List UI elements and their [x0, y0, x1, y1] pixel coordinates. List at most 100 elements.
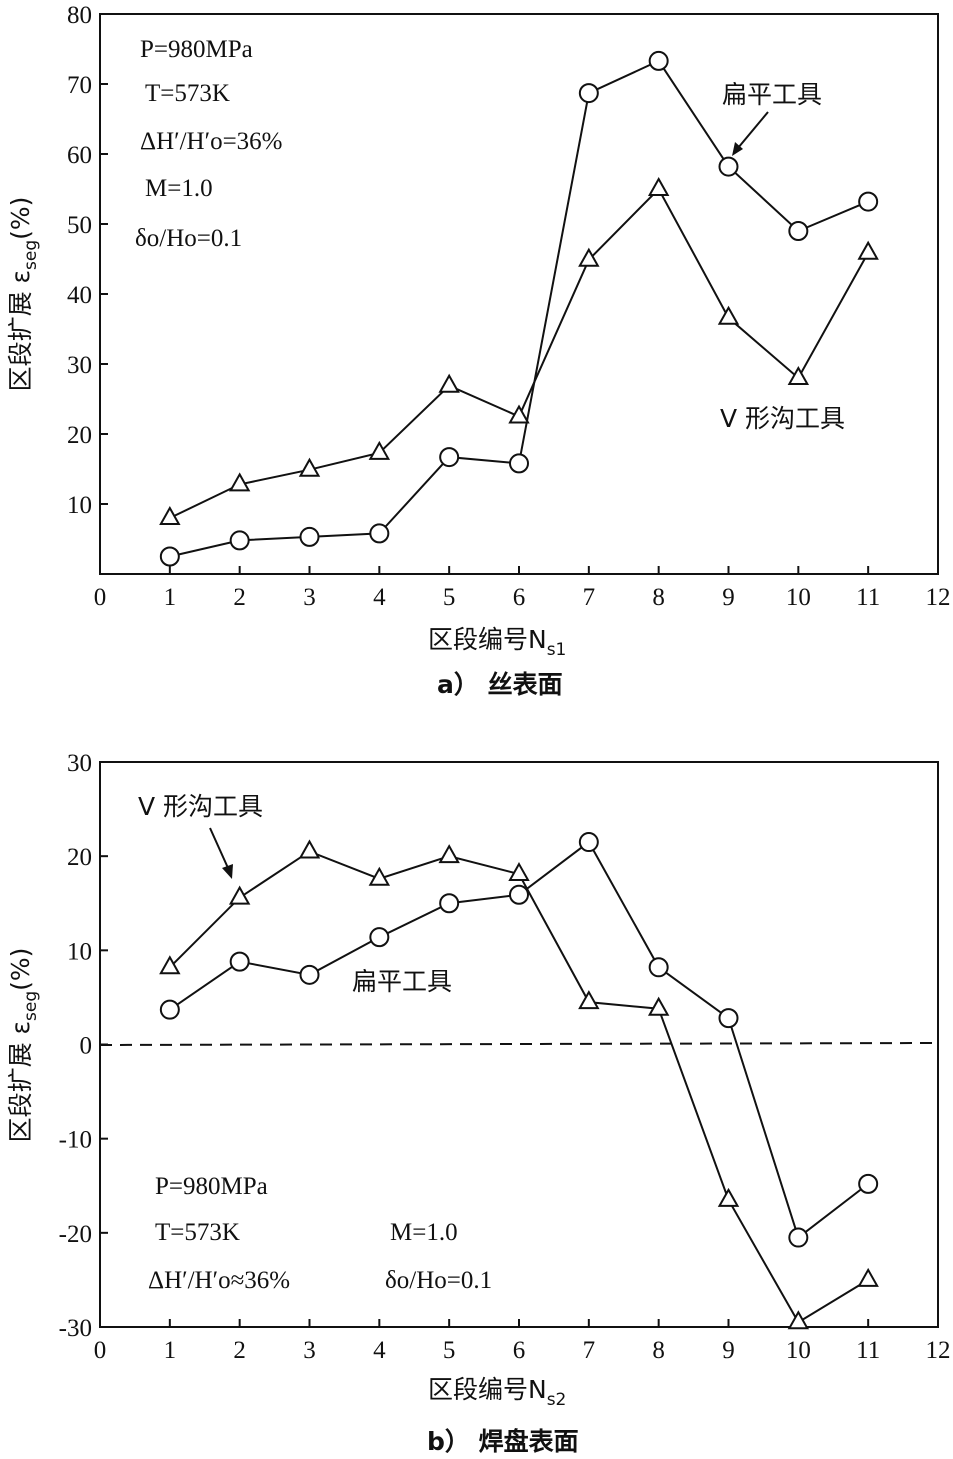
x-tick-label: 9 — [722, 584, 735, 611]
y-tick-label: 60 — [67, 142, 92, 169]
arrow-head-icon — [732, 142, 743, 156]
circle-marker — [509, 884, 529, 905]
x-tick-label: 10 — [786, 1337, 811, 1364]
x-tick-label: 5 — [443, 1337, 456, 1364]
triangle-marker — [578, 247, 600, 267]
x-tick-label: 8 — [652, 584, 665, 611]
chart-b-x-axis-label: 区段编号Ns2 — [428, 1375, 566, 1410]
x-tick-label: 6 — [513, 1337, 526, 1364]
circle-marker — [718, 156, 739, 177]
triangle-marker — [298, 457, 321, 477]
chart-b-annotations: P=980MPa T=573K ΔH′/H′o≈36% M=1.0 δo/Ho=… — [148, 1173, 492, 1294]
x-tick-label: 9 — [722, 1337, 735, 1364]
chart-b-y-axis: -30 -20 -10 0 10 20 30 — [59, 750, 108, 1342]
chart-a-series — [159, 50, 879, 567]
arrow-head-icon — [222, 864, 233, 879]
triangle-marker — [787, 365, 810, 385]
x-tick-label: 0 — [94, 584, 107, 611]
chart-a-annotation: P=980MPa — [140, 36, 253, 63]
triangle-marker — [438, 844, 460, 864]
triangle-marker — [368, 440, 391, 460]
x-tick-label: 0 — [94, 1337, 107, 1364]
circle-marker — [648, 50, 669, 71]
chart-a-annotation: δo/Ho=0.1 — [135, 225, 242, 252]
chart-a-annotation: M=1.0 — [145, 175, 213, 202]
y-tick-label: 50 — [67, 212, 92, 239]
y-tick-label: 20 — [67, 844, 92, 871]
circle-marker — [788, 1227, 809, 1248]
triangle-marker — [647, 996, 670, 1016]
x-tick-label: 11 — [856, 584, 880, 611]
circle-marker — [439, 893, 460, 914]
triangle-marker — [578, 990, 600, 1010]
chart-a-x-axis: 0 1 2 3 4 5 6 7 8 9 10 11 12 — [94, 566, 951, 611]
circle-marker — [229, 530, 250, 551]
triangle-marker — [787, 1310, 810, 1330]
chart-b-x-axis: 0 1 2 3 4 5 6 7 8 9 10 11 12 — [94, 1319, 951, 1364]
x-tick-label: 8 — [652, 1337, 665, 1364]
y-tick-label: 20 — [67, 422, 92, 449]
circle-marker — [509, 453, 529, 474]
circle-marker — [858, 191, 879, 212]
circle-marker — [369, 523, 390, 544]
triangle-marker — [438, 373, 460, 393]
y-tick-label: -30 — [59, 1315, 92, 1342]
y-tick-label: 10 — [67, 938, 92, 965]
circle-marker — [858, 1173, 879, 1194]
chart-b-series-label-flat: 扁平工具 — [352, 967, 452, 996]
y-tick-label: 30 — [67, 750, 92, 777]
chart-a-series-label-flat: 扁平工具 — [722, 80, 822, 109]
circle-marker — [788, 221, 809, 241]
series-line-v-groove-tool — [169, 850, 869, 1324]
triangle-marker — [159, 505, 181, 525]
triangle-marker — [857, 1267, 879, 1287]
chart-a-x-axis-label: 区段编号Ns1 — [428, 625, 566, 660]
x-tick-label: 4 — [373, 584, 386, 611]
y-tick-label: 40 — [67, 282, 92, 309]
y-tick-label: -10 — [59, 1127, 92, 1154]
x-tick-label: 3 — [303, 1337, 316, 1364]
x-tick-label: 12 — [926, 1337, 951, 1364]
triangle-marker — [368, 866, 391, 886]
circle-marker — [369, 927, 390, 948]
chart-b-annotation: P=980MPa — [155, 1173, 268, 1200]
x-tick-label: 5 — [443, 584, 456, 611]
triangle-marker — [228, 472, 251, 492]
triangle-marker — [228, 885, 251, 905]
circle-marker — [299, 964, 320, 985]
circle-marker — [159, 999, 180, 1020]
circle-marker — [229, 951, 250, 972]
x-tick-label: 7 — [583, 1337, 596, 1364]
triangle-marker — [717, 1187, 740, 1207]
triangle-marker — [857, 240, 879, 260]
chart-a-annotation: ΔH′/H′o=36% — [140, 128, 283, 155]
chart-b-annotation: T=573K — [155, 1219, 240, 1246]
triangle-marker — [298, 839, 321, 859]
chart-b-annotation: δo/Ho=0.1 — [385, 1267, 492, 1294]
chart-a-y-axis: 10 20 30 40 50 60 70 80 — [67, 2, 108, 519]
circle-marker — [578, 832, 599, 853]
circle-marker — [159, 546, 180, 567]
triangle-marker — [647, 176, 670, 196]
circle-marker — [718, 1008, 739, 1029]
triangle-marker — [508, 862, 530, 882]
x-tick-label: 12 — [926, 584, 951, 611]
circle-marker — [578, 83, 599, 104]
x-tick-label: 6 — [513, 584, 526, 611]
chart-b-label-arrow — [209, 827, 229, 869]
circle-marker — [648, 957, 669, 978]
x-tick-label: 11 — [856, 1337, 880, 1364]
chart-b-series-label-vgroove: V 形沟工具 — [138, 792, 263, 821]
chart-b-annotation: ΔH′/H′o≈36% — [148, 1267, 290, 1294]
chart-b-zero-line — [99, 1042, 939, 1046]
circle-marker — [439, 447, 460, 468]
triangle-marker — [159, 955, 181, 975]
circle-marker — [299, 526, 320, 547]
y-tick-label: 0 — [80, 1033, 93, 1060]
x-tick-label: 4 — [373, 1337, 386, 1364]
chart-a-series-label-vgroove: V 形沟工具 — [720, 404, 845, 433]
x-tick-label: 1 — [164, 584, 177, 611]
chart-b-caption: b） 焊盘表面 — [427, 1427, 579, 1456]
